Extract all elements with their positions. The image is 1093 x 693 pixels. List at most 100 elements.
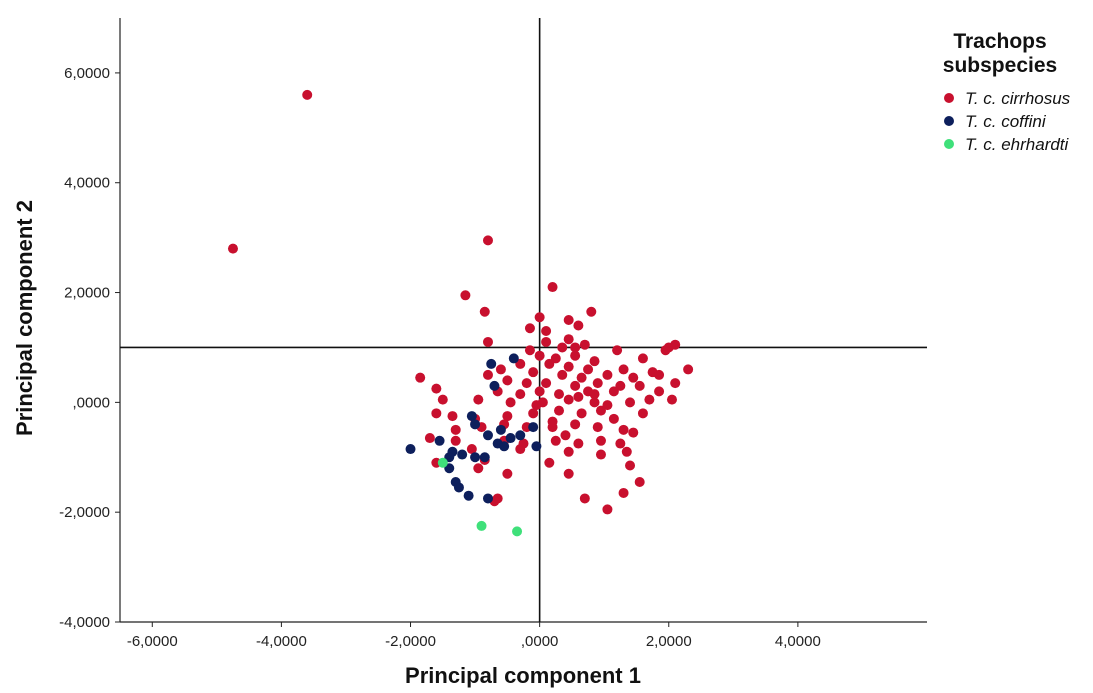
- data-point: [486, 358, 497, 369]
- x-tick-label: 4,0000: [775, 633, 821, 650]
- data-point: [415, 372, 426, 383]
- y-tick-label: 4,0000: [64, 175, 110, 192]
- data-point: [560, 430, 571, 441]
- data-point: [634, 476, 645, 487]
- data-point: [479, 452, 490, 463]
- data-point: [466, 444, 477, 455]
- x-tick-label: -6,0000: [127, 633, 178, 650]
- y-tick-label: 6,0000: [64, 65, 110, 82]
- data-point: [302, 89, 313, 100]
- data-point: [541, 378, 552, 389]
- data-point: [618, 364, 629, 375]
- data-point: [563, 315, 574, 325]
- data-point: [621, 446, 632, 457]
- data-point: [405, 444, 416, 455]
- data-point: [547, 282, 558, 293]
- data-point: [666, 394, 677, 405]
- legend-entries: T. c. cirrhosus T. c. coffini T. c. ehrhar…: [944, 89, 1071, 154]
- data-point: [683, 364, 694, 375]
- data-point: [505, 433, 516, 444]
- data-point: [495, 424, 506, 435]
- data-point: [628, 427, 639, 438]
- data-point: [499, 441, 510, 452]
- data-point: [628, 372, 639, 383]
- data-point: [489, 380, 500, 391]
- data-point: [625, 460, 636, 471]
- data-point: [670, 378, 681, 389]
- data-point: [570, 380, 581, 391]
- data-point: [450, 424, 461, 435]
- data-point: [463, 490, 474, 501]
- data-point: [595, 449, 606, 460]
- data-point: [534, 386, 545, 397]
- x-tick-label: 2,0000: [646, 633, 692, 650]
- legend-label: T. c. coffini: [965, 112, 1047, 131]
- data-point: [554, 405, 565, 416]
- data-point: [654, 386, 665, 397]
- data-point: [644, 394, 655, 405]
- data-point: [460, 290, 471, 301]
- data-point: [544, 457, 555, 468]
- data-point: [618, 424, 629, 435]
- data-point: [528, 408, 539, 419]
- data-point: [570, 350, 581, 361]
- data-point: [579, 493, 590, 504]
- data-point: [576, 372, 587, 383]
- y-tick-label: 2,0000: [64, 285, 110, 302]
- data-point: [573, 320, 584, 331]
- data-point: [424, 433, 435, 444]
- y-tick-label: -2,0000: [59, 504, 110, 521]
- data-point: [512, 526, 523, 537]
- data-point: [554, 389, 565, 400]
- data-point: [589, 389, 600, 400]
- data-point: [470, 419, 481, 430]
- data-point: [637, 353, 648, 364]
- data-point: [541, 325, 552, 336]
- data-point: [563, 394, 574, 405]
- x-tick-label: -2,0000: [385, 633, 436, 650]
- data-point: [473, 463, 484, 474]
- data-point: [227, 243, 238, 254]
- y-axis-ticks: -4,0000 -2,0000 ,0000 2,0000 4,0000 6,0000: [59, 65, 120, 631]
- data-point: [573, 391, 584, 402]
- data-point: [589, 356, 600, 367]
- data-point: [612, 345, 623, 356]
- data-point: [625, 397, 636, 408]
- x-axis-ticks: -6,0000 -4,0000 -2,0000 ,0000 2,0000 4,0000: [127, 622, 821, 650]
- data-point: [557, 342, 568, 353]
- data-point: [482, 336, 493, 347]
- legend-marker: [944, 116, 954, 126]
- data-point: [592, 378, 603, 389]
- data-point: [595, 405, 606, 416]
- data-point: [482, 430, 493, 441]
- data-point: [502, 468, 513, 479]
- data-point: [431, 383, 442, 394]
- data-point: [431, 408, 442, 419]
- data-point: [576, 408, 587, 419]
- data-point: [570, 419, 581, 430]
- data-point: [550, 435, 561, 446]
- data-point: [450, 435, 461, 446]
- data-point: [615, 438, 626, 449]
- data-point: [505, 397, 516, 408]
- data-point: [634, 380, 645, 391]
- data-point: [579, 339, 590, 350]
- data-point: [637, 408, 648, 419]
- data-point: [608, 413, 619, 424]
- x-tick-label: ,0000: [521, 633, 559, 650]
- y-tick-label: ,0000: [72, 394, 110, 411]
- legend-title-line-2: subspecies: [943, 54, 1057, 77]
- data-point: [528, 422, 539, 433]
- legend-label: T. c. cirrhosus: [965, 89, 1071, 108]
- data-point: [618, 487, 629, 498]
- data-point: [466, 411, 477, 422]
- legend-label: T. c. ehrhardti: [965, 135, 1070, 154]
- data-point: [479, 306, 490, 317]
- data-point: [524, 323, 535, 334]
- data-point: [437, 457, 448, 468]
- data-point: [470, 452, 481, 463]
- y-tick-label: -4,0000: [59, 614, 110, 631]
- data-point: [547, 416, 558, 427]
